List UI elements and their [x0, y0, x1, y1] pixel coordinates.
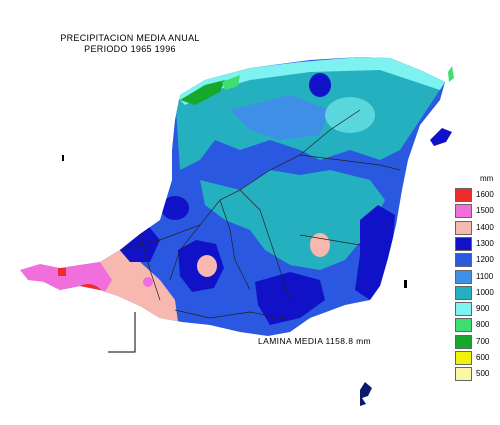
legend-unit: mm: [480, 174, 494, 183]
west-red-spot: [58, 268, 66, 276]
legend-item: 500: [452, 365, 500, 382]
legend-swatch: [455, 204, 472, 219]
legend-label: 1000: [476, 287, 494, 297]
legend-label: 500: [476, 369, 490, 379]
west-boundary-line: [108, 312, 136, 353]
legend-swatch: [455, 188, 472, 202]
legend-item: 1200: [452, 251, 500, 268]
legend-swatch: [455, 236, 472, 251]
legend-label: 1300: [476, 238, 494, 248]
legend-item: 900: [452, 300, 500, 317]
legend-swatch: [455, 302, 472, 317]
legend-swatch: [455, 220, 472, 235]
mean-depth-label: LAMINA MEDIA 1158.8 mm: [258, 336, 372, 346]
island-south: [360, 382, 372, 406]
legend-item: 800: [452, 316, 500, 333]
legend-label: 600: [476, 353, 490, 362]
legend-swatch: [455, 334, 472, 349]
north-dot: [62, 155, 64, 161]
legend-label: 900: [476, 304, 490, 314]
legend-swatch: [455, 285, 472, 300]
legend-item: 1600: [452, 186, 500, 202]
legend-item: 700: [452, 333, 500, 349]
reef-mark: [404, 280, 407, 288]
legend-swatch: [455, 367, 472, 382]
legend-item: 1500: [452, 202, 500, 219]
island-north: [448, 66, 454, 82]
legend-item: 1400: [452, 219, 500, 235]
legend-label: 700: [476, 336, 490, 346]
legend-label: 1600: [476, 190, 494, 199]
legend-item: 1000: [452, 284, 500, 300]
legend-label: 1100: [476, 271, 494, 281]
island-cozumel: [430, 128, 452, 146]
legend-swatch: [455, 253, 472, 268]
legend-swatch: [455, 318, 472, 333]
legend-item: 600: [452, 349, 500, 365]
legend-label: 1400: [476, 222, 494, 232]
west-coast-fill: [20, 264, 64, 282]
legend-swatch: [455, 351, 472, 365]
legend-item: 1100: [452, 268, 500, 284]
legend-swatch: [455, 269, 472, 284]
legend-item: 1300: [452, 235, 500, 251]
boundary-lines: [119, 109, 401, 321]
legend-label: 800: [476, 320, 490, 330]
map-subtitle: PERIODO 1965 1996: [84, 44, 176, 54]
legend-label: 1500: [476, 206, 494, 216]
legend-label: 1200: [476, 255, 494, 265]
map-title: PRECIPITACION MEDIA ANUAL: [60, 33, 200, 43]
